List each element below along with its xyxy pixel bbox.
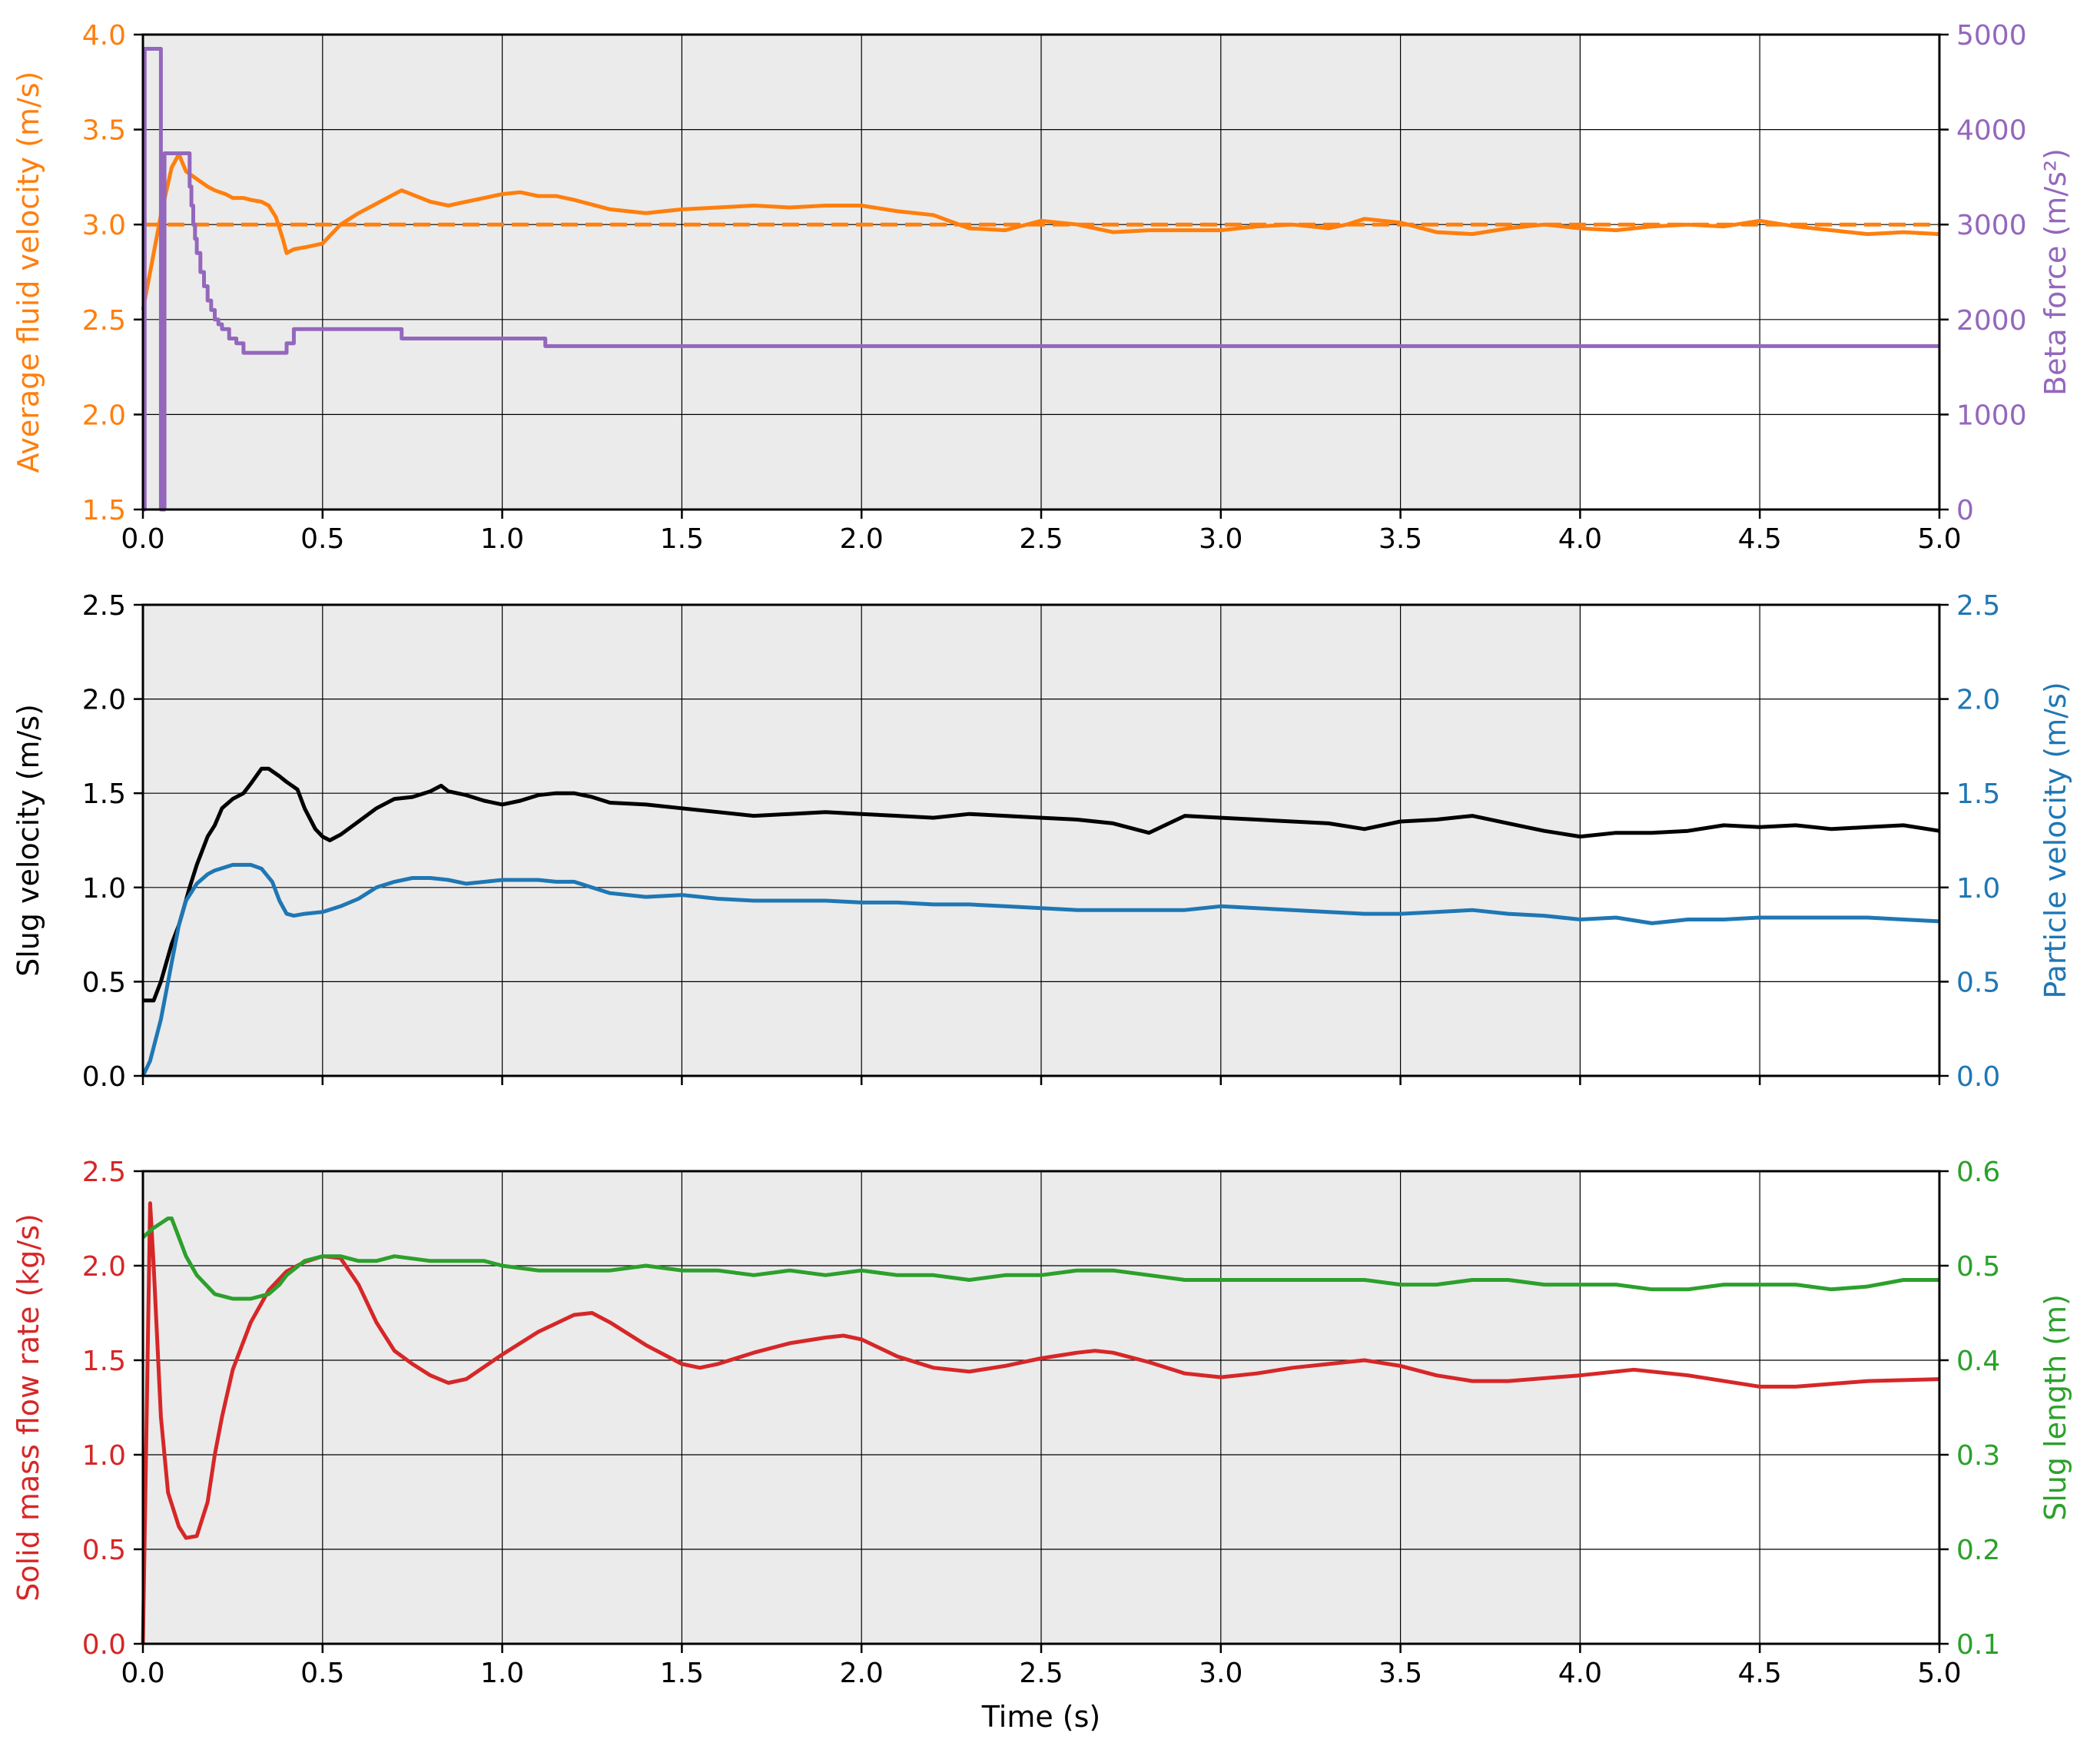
series-line-2: [141, 862, 1940, 1077]
x-tick-label: 4.0: [1558, 523, 1602, 555]
left-tick-label: 1.5: [82, 778, 126, 810]
left-tick-label: 1.0: [82, 1440, 126, 1472]
left-axis-label: Average fluid velocity (m/s): [12, 71, 45, 473]
series-line-1: [141, 1201, 1940, 1645]
chart-panel-2: 0.0 0.5 1.0 1.5 2.0 2.5 Slug velocity (m/s) 0.0…: [12, 590, 2072, 1093]
right-tick-label: 5000: [1956, 20, 2027, 51]
right-tick-label: 0.4: [1956, 1346, 2000, 1377]
right-tick-label: 0.6: [1956, 1157, 2000, 1188]
x-tick-label: 0.5: [300, 1658, 344, 1689]
right-tick-label: 0.0: [1956, 1061, 2000, 1093]
left-tick-label: 2.0: [82, 400, 126, 431]
x-tick-label: 4.5: [1738, 1658, 1782, 1689]
x-tick-label: 3.5: [1378, 523, 1422, 555]
right-tick-label: 0.1: [1956, 1629, 2000, 1661]
right-tick-label: 3000: [1956, 210, 2027, 241]
x-tick-label: 1.0: [480, 523, 524, 555]
right-tick-label: 0: [1956, 495, 1974, 526]
x-tick-label: 2.0: [840, 1658, 884, 1689]
x-tick-label: 4.5: [1738, 523, 1782, 555]
left-tick-label: 0.5: [82, 1535, 126, 1566]
x-tick-label: 1.5: [660, 1658, 704, 1689]
series-line-2: [141, 1217, 1939, 1301]
left-tick-label: 2.0: [82, 685, 126, 716]
right-tick-label: 2.5: [1956, 590, 2000, 622]
right-tick-label: 4000: [1956, 115, 2027, 147]
right-tick-label: 0.5: [1956, 1251, 2000, 1283]
x-tick-label: 3.0: [1199, 1658, 1242, 1689]
right-tick-label: 0.5: [1956, 967, 2000, 998]
x-tick-label: 0.5: [300, 523, 344, 555]
x-tick-label: 0.0: [121, 1658, 164, 1689]
x-tick-label: 1.0: [480, 1658, 524, 1689]
right-axis-label: Beta force (m/s²): [2039, 148, 2072, 396]
left-tick-label: 3.0: [82, 210, 126, 241]
left-tick-label: 2.5: [82, 1157, 126, 1188]
right-tick-label: 1.5: [1956, 778, 2000, 810]
right-tick-label: 0.3: [1956, 1440, 2000, 1472]
left-axis-label: Slug velocity (m/s): [12, 704, 45, 977]
x-tick-label: 4.0: [1558, 1658, 1602, 1689]
left-tick-label: 0.0: [82, 1061, 126, 1093]
left-tick-label: 2.5: [82, 590, 126, 622]
left-tick-label: 4.0: [82, 20, 126, 51]
x-tick-label: 3.5: [1378, 1658, 1422, 1689]
x-tick-label: 2.5: [1019, 1658, 1063, 1689]
left-tick-label: 0.0: [82, 1629, 126, 1661]
left-axis-label: Solid mass flow rate (kg/s): [12, 1213, 45, 1602]
right-tick-label: 1.0: [1956, 873, 2000, 905]
x-tick-label: 5.0: [1917, 523, 1961, 555]
left-tick-label: 1.0: [82, 873, 126, 905]
left-tick-label: 1.5: [82, 1346, 126, 1377]
chart-panel-1: 0.0 0.5 1.0 1.5 2.0 2.5 3.0 3.5 4.0 4.5 5.0 1.5 2.0 2…: [12, 20, 2072, 555]
series-line-1: [143, 766, 1940, 1003]
right-tick-label: 2000: [1956, 305, 2027, 337]
left-tick-label: 2.5: [82, 305, 126, 337]
series-line-2: [141, 152, 1940, 310]
x-tick-label: 0.0: [121, 523, 164, 555]
x-tick-label: 2.5: [1019, 523, 1063, 555]
x-axis-label: Time (s): [981, 1700, 1101, 1734]
left-tick-label: 1.5: [82, 495, 126, 526]
right-tick-label: 0.2: [1956, 1535, 2000, 1566]
left-tick-label: 3.5: [82, 115, 126, 147]
x-tick-label: 1.5: [660, 523, 704, 555]
chart-panel-3: 0.0 0.5 1.0 1.5 2.0 2.5 3.0 3.5 4.0 4.5 5.0 Time (s…: [12, 1157, 2072, 1734]
x-tick-label: 2.0: [840, 523, 884, 555]
right-tick-label: 1000: [1956, 400, 2027, 431]
left-tick-label: 2.0: [82, 1251, 126, 1283]
right-axis-label: Particle velocity (m/s): [2039, 682, 2072, 998]
left-tick-label: 0.5: [82, 967, 126, 998]
x-tick-label: 3.0: [1199, 523, 1242, 555]
x-tick-label: 5.0: [1917, 1658, 1961, 1689]
right-axis-label: Slug length (m): [2039, 1294, 2072, 1521]
series-line-3: [142, 47, 1939, 512]
right-tick-label: 2.0: [1956, 685, 2000, 716]
